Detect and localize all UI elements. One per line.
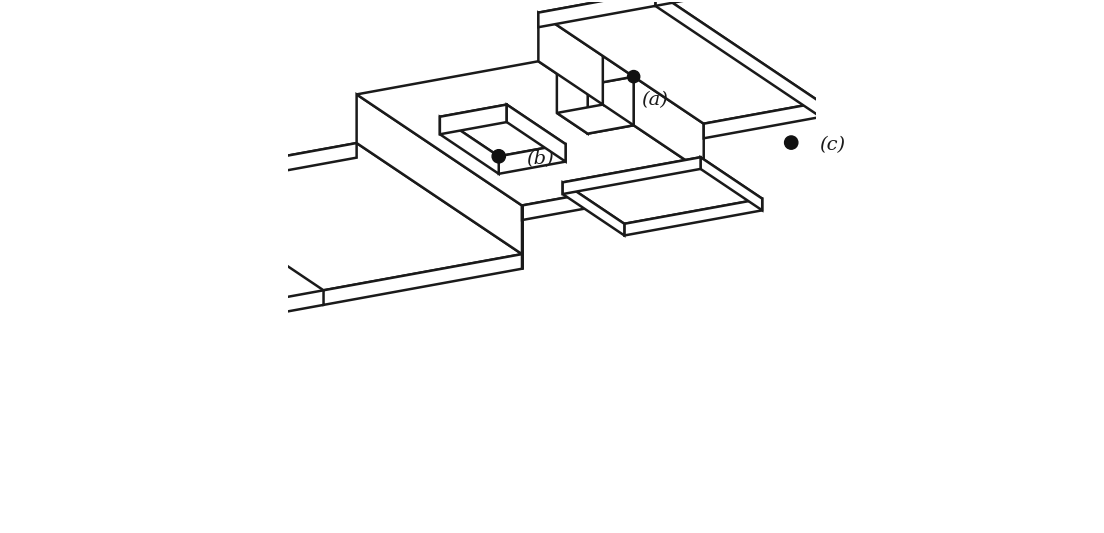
Circle shape: [627, 70, 639, 83]
Polygon shape: [158, 143, 357, 194]
Polygon shape: [556, 64, 587, 134]
Polygon shape: [563, 182, 625, 236]
Polygon shape: [556, 104, 634, 134]
Polygon shape: [323, 254, 522, 305]
Polygon shape: [499, 144, 565, 174]
Text: (b): (b): [527, 150, 554, 168]
Polygon shape: [357, 94, 522, 254]
Polygon shape: [625, 199, 762, 236]
Polygon shape: [357, 61, 703, 206]
Text: (c): (c): [819, 136, 845, 154]
Polygon shape: [563, 157, 701, 194]
Polygon shape: [158, 143, 522, 290]
Polygon shape: [507, 104, 565, 161]
Circle shape: [785, 136, 798, 149]
Polygon shape: [703, 102, 820, 138]
Text: (a): (a): [641, 92, 668, 109]
Polygon shape: [563, 157, 762, 224]
Polygon shape: [656, 0, 820, 117]
Polygon shape: [539, 0, 820, 124]
Polygon shape: [539, 0, 656, 27]
Polygon shape: [539, 13, 603, 104]
Polygon shape: [522, 172, 703, 220]
Polygon shape: [439, 117, 499, 174]
Polygon shape: [587, 77, 634, 134]
Circle shape: [492, 150, 506, 163]
Polygon shape: [439, 104, 507, 134]
Polygon shape: [634, 77, 703, 172]
Polygon shape: [701, 157, 762, 211]
Polygon shape: [439, 104, 565, 156]
Polygon shape: [556, 56, 634, 85]
